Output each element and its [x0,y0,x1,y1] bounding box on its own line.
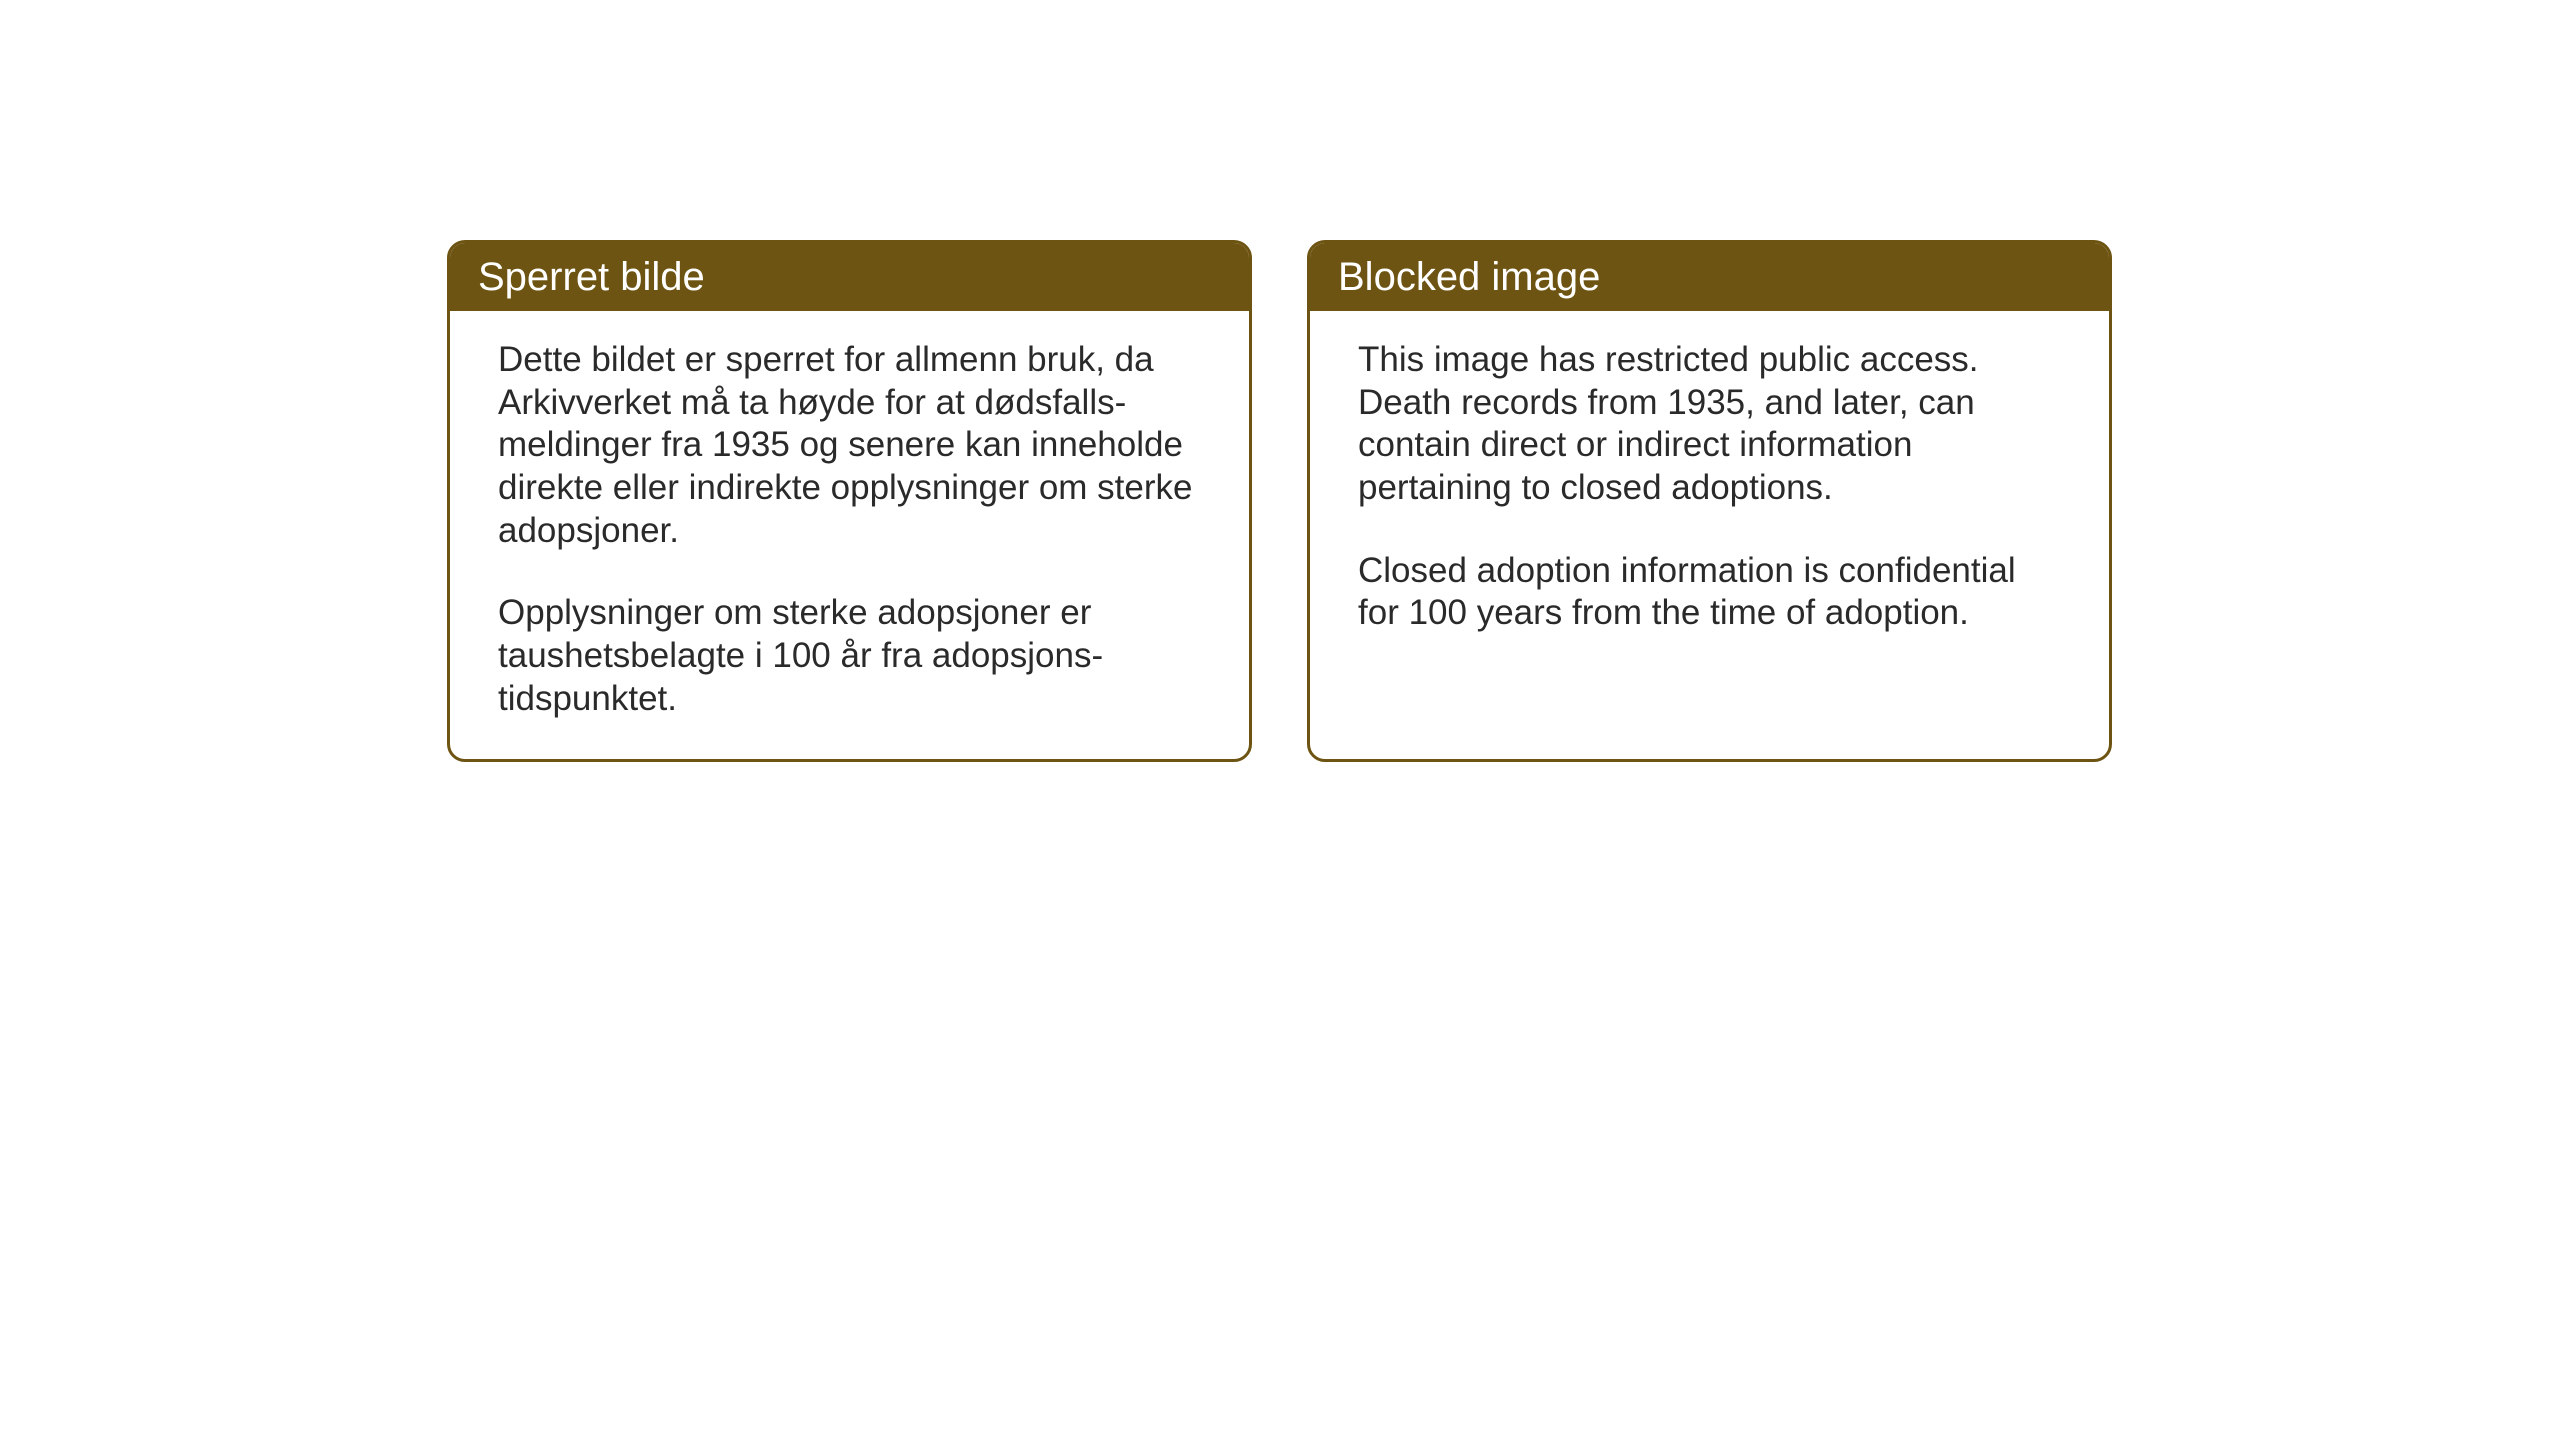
card-body-english: This image has restricted public access.… [1310,311,2109,673]
card-paragraph-2-norwegian: Opplysninger om sterke adopsjoner er tau… [498,592,1201,720]
card-paragraph-1-english: This image has restricted public access.… [1358,339,2061,510]
card-body-norwegian: Dette bildet er sperret for allmenn bruk… [450,311,1249,759]
notice-card-norwegian: Sperret bilde Dette bildet er sperret fo… [447,240,1252,762]
card-header-english: Blocked image [1310,243,2109,311]
card-title-norwegian: Sperret bilde [478,255,705,299]
notice-card-english: Blocked image This image has restricted … [1307,240,2112,762]
notice-container: Sperret bilde Dette bildet er sperret fo… [447,240,2112,762]
card-title-english: Blocked image [1338,255,1600,299]
card-paragraph-1-norwegian: Dette bildet er sperret for allmenn bruk… [498,339,1201,552]
card-header-norwegian: Sperret bilde [450,243,1249,311]
card-paragraph-2-english: Closed adoption information is confident… [1358,550,2061,635]
